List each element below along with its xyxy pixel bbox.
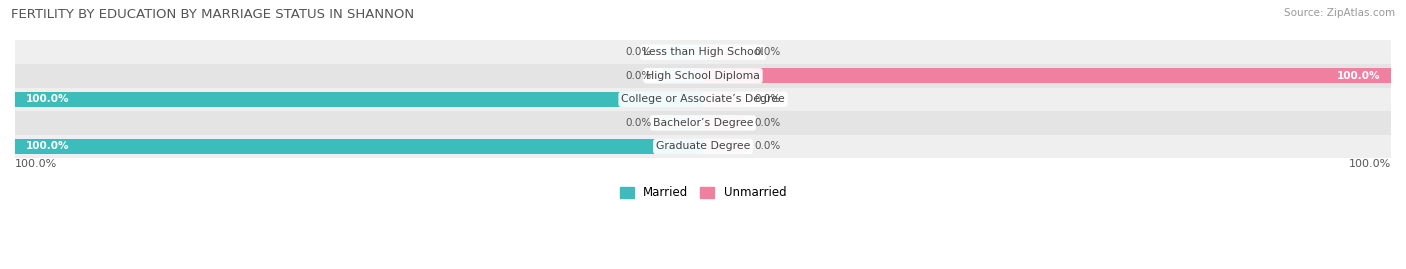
Text: 0.0%: 0.0%: [755, 47, 780, 57]
Text: 100.0%: 100.0%: [15, 160, 58, 169]
Text: 0.0%: 0.0%: [755, 94, 780, 104]
Legend: Married, Unmarried: Married, Unmarried: [614, 182, 792, 204]
Text: Bachelor’s Degree: Bachelor’s Degree: [652, 118, 754, 128]
Text: Source: ZipAtlas.com: Source: ZipAtlas.com: [1284, 8, 1395, 18]
Bar: [15, 87, 1391, 111]
Bar: [703, 116, 744, 130]
Bar: [703, 139, 744, 154]
Text: College or Associate’s Degree: College or Associate’s Degree: [621, 94, 785, 104]
Text: 100.0%: 100.0%: [25, 141, 69, 151]
Text: 0.0%: 0.0%: [626, 47, 651, 57]
Text: 0.0%: 0.0%: [755, 141, 780, 151]
Bar: [703, 68, 1391, 83]
Bar: [662, 68, 703, 83]
Bar: [15, 64, 1391, 87]
Bar: [15, 92, 703, 107]
Bar: [15, 40, 1391, 64]
Text: 0.0%: 0.0%: [626, 71, 651, 81]
Bar: [703, 92, 744, 107]
Bar: [15, 135, 1391, 158]
Text: 100.0%: 100.0%: [25, 94, 69, 104]
Text: 100.0%: 100.0%: [1337, 71, 1381, 81]
Text: FERTILITY BY EDUCATION BY MARRIAGE STATUS IN SHANNON: FERTILITY BY EDUCATION BY MARRIAGE STATU…: [11, 8, 415, 21]
Text: 0.0%: 0.0%: [626, 118, 651, 128]
Bar: [15, 111, 1391, 135]
Bar: [662, 116, 703, 130]
Text: High School Diploma: High School Diploma: [647, 71, 759, 81]
Text: Graduate Degree: Graduate Degree: [655, 141, 751, 151]
Text: 100.0%: 100.0%: [1348, 160, 1391, 169]
Bar: [662, 45, 703, 59]
Bar: [703, 45, 744, 59]
Text: 0.0%: 0.0%: [755, 118, 780, 128]
Bar: [15, 139, 703, 154]
Text: Less than High School: Less than High School: [643, 47, 763, 57]
